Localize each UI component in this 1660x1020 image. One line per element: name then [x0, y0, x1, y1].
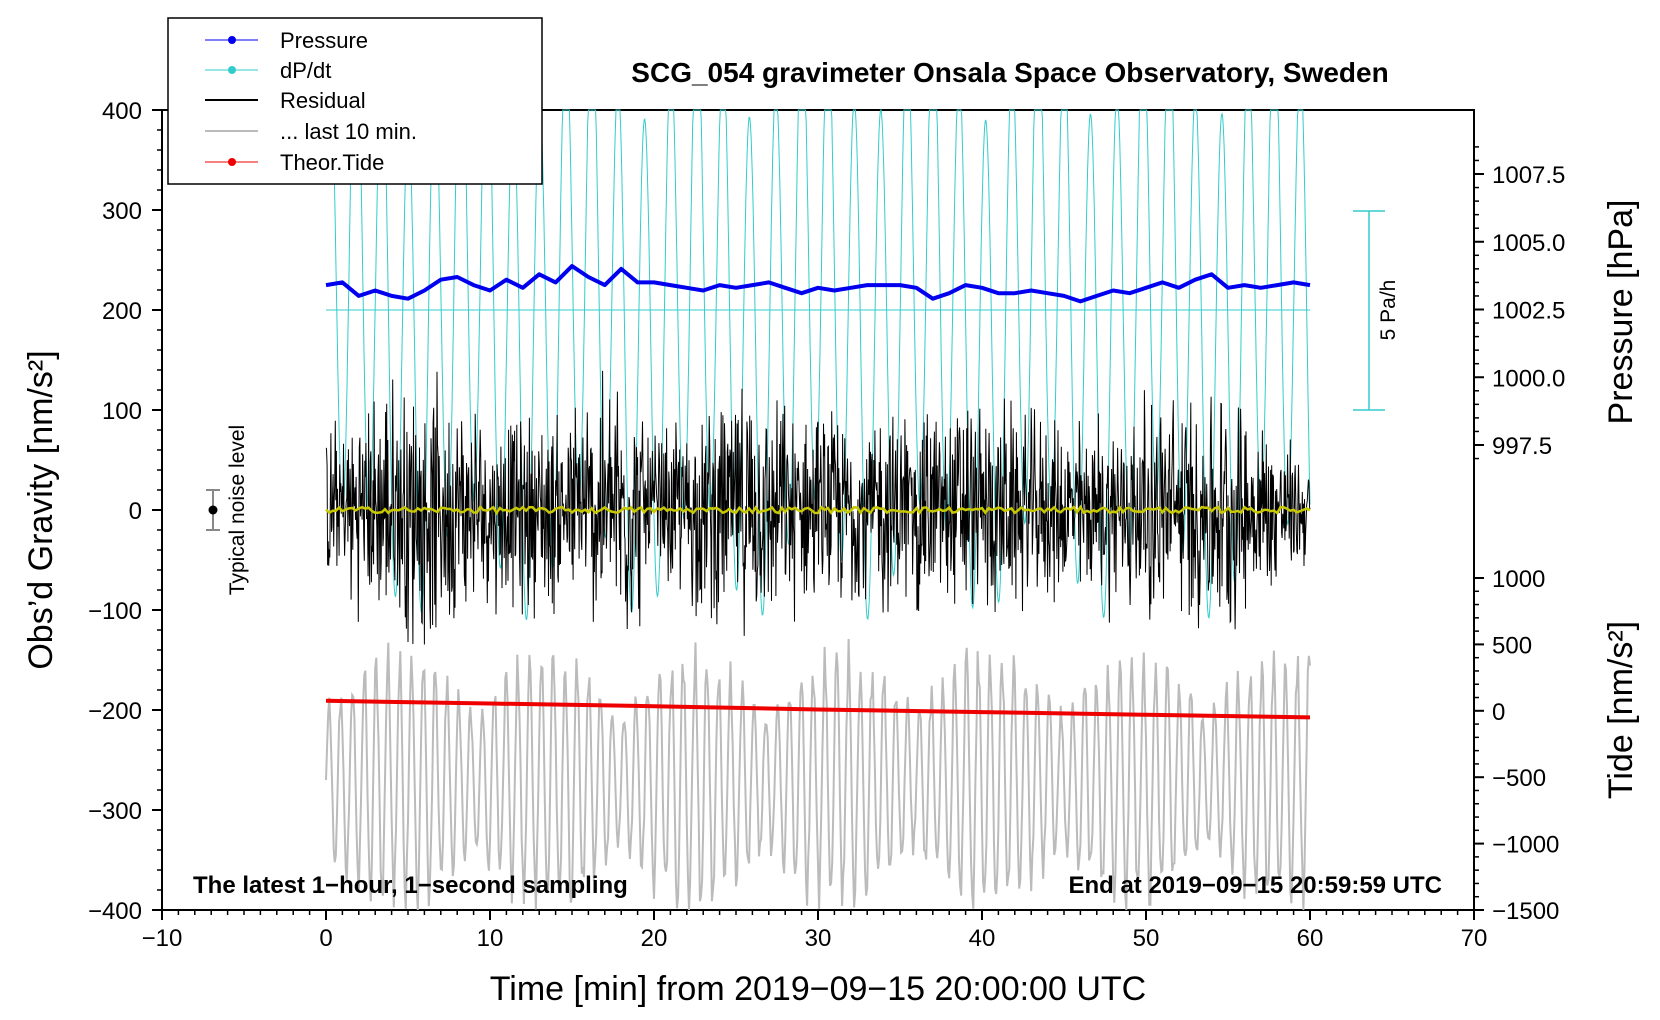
tide-tick-label: 500	[1492, 632, 1532, 659]
chart-title: SCG_054 gravimeter Onsala Space Observat…	[631, 57, 1388, 88]
y-tick-label: 0	[129, 498, 142, 525]
x-axis-title: Time [min] from 2019−09−15 20:00:00 UTC	[490, 970, 1146, 1008]
pressure-tick-label: 1000.0	[1492, 365, 1565, 392]
ticks-layer: −10 0 10 20 30 40 50 60 70−400−300−200−100010020…	[88, 98, 1565, 952]
tide-axis-title: Tide [nm/s²]	[1602, 621, 1640, 799]
x-tick-label: −10	[142, 925, 183, 952]
last-10-min-series-line	[325, 638, 1311, 911]
tide-tick-label: 0	[1492, 699, 1505, 726]
legend: Pressure dP/dt Residual ... last 10 min.…	[167, 17, 543, 185]
pressure-tick-label: 1005.0	[1492, 230, 1565, 257]
pressure-tick-label: 1007.5	[1492, 162, 1565, 189]
y-tick-label: −200	[88, 698, 142, 725]
pressure-tick-label: 997.5	[1492, 433, 1552, 460]
noise-level-label: Typical noise level	[226, 425, 249, 595]
legend-label-last-10-min: ... last 10 min.	[280, 119, 417, 144]
x-tick-label: 40	[969, 925, 996, 952]
tide-tick-label: −1000	[1492, 832, 1559, 859]
tide-tick-label: −500	[1492, 765, 1546, 792]
pressure-tick-label: 1002.5	[1492, 298, 1565, 325]
noise-level-marker: Typical noise level	[206, 425, 249, 595]
legend-marker-dpdt	[228, 66, 236, 74]
legend-item-dpdt: dP/dt	[205, 58, 331, 83]
y-tick-label: 400	[102, 98, 142, 125]
noise-point	[208, 505, 218, 515]
residual-mean-line	[325, 504, 1311, 516]
y-tick-label: −100	[88, 598, 142, 625]
y-axis-title: Obs’d Gravity [nm/s²]	[22, 350, 60, 669]
annotation-end-time: End at 2019−09−15 20:59:59 UTC	[1068, 872, 1442, 899]
y-tick-label: 100	[102, 398, 142, 425]
y-tick-label: −300	[88, 798, 142, 825]
x-tick-label: 0	[319, 925, 332, 952]
x-tick-label: 50	[1133, 925, 1160, 952]
legend-label-theor-tide: Theor.Tide	[280, 150, 384, 175]
legend-label-residual: Residual	[280, 88, 366, 113]
y-tick-label: −400	[88, 898, 142, 925]
x-tick-label: 60	[1297, 925, 1324, 952]
legend-item-residual: Residual	[205, 88, 366, 113]
x-tick-label: 10	[477, 925, 504, 952]
legend-label-pressure: Pressure	[280, 28, 368, 53]
x-tick-label: 20	[641, 925, 668, 952]
tide-tick-label: −1500	[1492, 898, 1559, 925]
annotation-sampling: The latest 1−hour, 1−second sampling	[193, 872, 628, 899]
residual-series-line	[325, 370, 1311, 645]
x-tick-label: 30	[805, 925, 832, 952]
legend-item-last-10-min: ... last 10 min.	[205, 119, 417, 144]
legend-item-pressure: Pressure	[205, 28, 368, 53]
pressure-axis-title: Pressure [hPa]	[1602, 200, 1640, 425]
legend-marker-theor-tide	[228, 158, 236, 166]
data-layer	[325, 108, 1311, 911]
legend-marker-pressure	[228, 36, 236, 44]
y-tick-label: 200	[102, 298, 142, 325]
tide-series-line	[325, 698, 1311, 720]
rate-scale-label: 5 Pa/h	[1377, 280, 1400, 341]
pressure-series-line	[325, 264, 1311, 304]
tide-tick-label: 1000	[1492, 566, 1545, 593]
rate-scale-bar: 5 Pa/h	[1353, 210, 1400, 411]
x-tick-label: 70	[1461, 925, 1488, 952]
legend-label-dpdt: dP/dt	[280, 58, 331, 83]
y-tick-label: 300	[102, 198, 142, 225]
legend-item-theor-tide: Theor.Tide	[205, 150, 384, 175]
